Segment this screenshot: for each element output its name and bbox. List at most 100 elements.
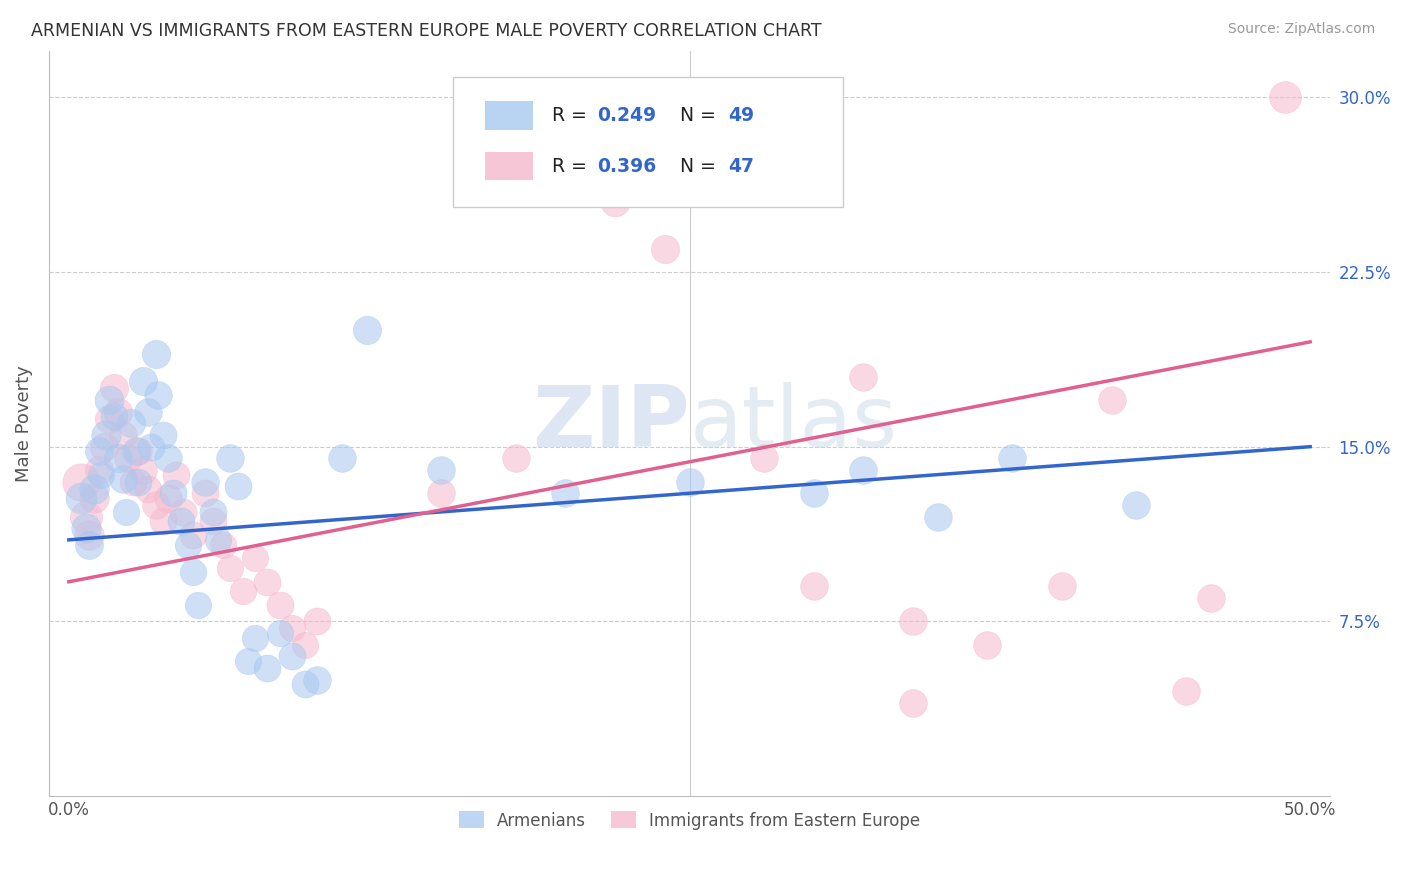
Point xyxy=(330,451,353,466)
Point xyxy=(976,638,998,652)
Point xyxy=(107,451,129,466)
Point xyxy=(172,505,194,519)
Point xyxy=(1199,591,1222,606)
FancyBboxPatch shape xyxy=(485,102,533,129)
Point xyxy=(127,475,149,489)
Point xyxy=(103,381,125,395)
Point xyxy=(122,475,145,489)
Point xyxy=(1050,579,1073,593)
Legend: Armenians, Immigrants from Eastern Europe: Armenians, Immigrants from Eastern Europ… xyxy=(451,805,927,836)
Point xyxy=(117,451,139,466)
Point xyxy=(148,388,170,402)
Point xyxy=(103,409,125,424)
Point xyxy=(430,486,453,500)
Point xyxy=(83,491,105,505)
Point xyxy=(97,411,120,425)
Text: R =: R = xyxy=(553,106,593,125)
Point xyxy=(162,486,184,500)
Point xyxy=(1175,684,1198,698)
Point xyxy=(803,579,825,593)
Point xyxy=(136,405,159,419)
Point xyxy=(219,451,242,466)
Point xyxy=(269,626,291,640)
Point xyxy=(139,440,162,454)
Text: 49: 49 xyxy=(728,106,754,125)
Point xyxy=(120,417,142,431)
Text: ZIP: ZIP xyxy=(531,382,689,465)
Point xyxy=(157,451,180,466)
Point xyxy=(125,444,148,458)
Point xyxy=(1001,451,1024,466)
Point xyxy=(165,467,187,482)
Point xyxy=(132,375,155,389)
Point xyxy=(201,514,224,528)
Point xyxy=(207,533,229,547)
Point xyxy=(97,393,120,408)
Point xyxy=(294,638,316,652)
Point xyxy=(281,621,304,635)
Point xyxy=(187,598,209,612)
Point xyxy=(1125,498,1147,512)
Point xyxy=(201,505,224,519)
Point xyxy=(177,537,200,551)
Point xyxy=(194,486,217,500)
Point xyxy=(356,323,378,337)
Point xyxy=(430,463,453,477)
Point xyxy=(1274,90,1296,104)
Point xyxy=(803,486,825,500)
Point xyxy=(852,463,875,477)
Point xyxy=(112,472,135,486)
Y-axis label: Male Poverty: Male Poverty xyxy=(15,365,32,482)
Point xyxy=(752,451,775,466)
Point xyxy=(307,615,329,629)
Point xyxy=(145,498,167,512)
Point xyxy=(226,479,249,493)
Point xyxy=(236,654,259,668)
Point xyxy=(152,428,174,442)
Point xyxy=(211,537,233,551)
Text: R =: R = xyxy=(553,157,593,176)
Point xyxy=(307,673,329,687)
Point xyxy=(70,491,93,505)
Point xyxy=(70,475,93,489)
Point xyxy=(127,444,149,458)
Point xyxy=(93,440,115,454)
Point xyxy=(294,677,316,691)
Point xyxy=(852,369,875,384)
Point xyxy=(901,615,924,629)
Text: atlas: atlas xyxy=(689,382,897,465)
Point xyxy=(152,514,174,528)
Point xyxy=(269,598,291,612)
Point xyxy=(243,551,266,566)
Point xyxy=(654,242,676,256)
Point xyxy=(219,561,242,575)
Point xyxy=(77,537,100,551)
Point xyxy=(75,509,97,524)
Point xyxy=(87,444,110,458)
Point xyxy=(243,631,266,645)
Text: N =: N = xyxy=(668,106,721,125)
Point xyxy=(927,509,949,524)
Point xyxy=(136,482,159,496)
Point xyxy=(115,505,138,519)
FancyBboxPatch shape xyxy=(453,77,844,207)
Point xyxy=(87,463,110,477)
Text: Source: ZipAtlas.com: Source: ZipAtlas.com xyxy=(1227,22,1375,37)
Point xyxy=(1101,393,1123,408)
Point xyxy=(232,584,254,599)
Point xyxy=(112,428,135,442)
Point xyxy=(256,661,278,675)
Point xyxy=(256,574,278,589)
Point xyxy=(194,475,217,489)
Point xyxy=(157,491,180,505)
Text: ARMENIAN VS IMMIGRANTS FROM EASTERN EUROPE MALE POVERTY CORRELATION CHART: ARMENIAN VS IMMIGRANTS FROM EASTERN EURO… xyxy=(31,22,821,40)
Point xyxy=(75,521,97,535)
Point xyxy=(169,514,191,528)
FancyBboxPatch shape xyxy=(485,152,533,180)
Point xyxy=(554,486,576,500)
Point xyxy=(145,346,167,360)
Point xyxy=(603,195,626,210)
Text: 0.249: 0.249 xyxy=(598,106,657,125)
Text: 0.396: 0.396 xyxy=(598,157,657,176)
Text: 47: 47 xyxy=(728,157,754,176)
